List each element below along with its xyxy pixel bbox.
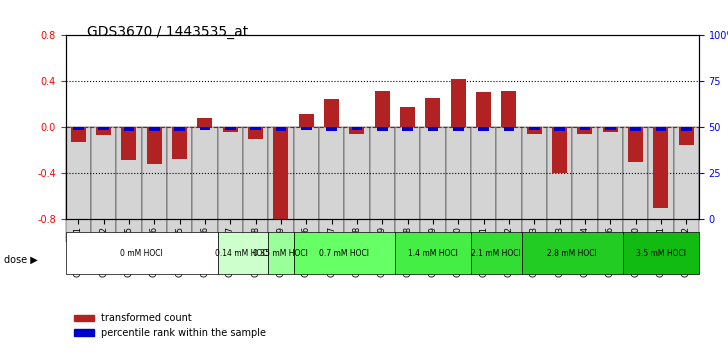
Bar (630, 127, 641, 131)
FancyBboxPatch shape (141, 127, 167, 242)
Bar (451, 79, 466, 127)
Text: 0 mM HOCl: 0 mM HOCl (120, 249, 163, 258)
FancyBboxPatch shape (471, 127, 496, 242)
Bar (273, 127, 288, 219)
Bar (655, 127, 666, 131)
Bar (554, 127, 565, 131)
FancyBboxPatch shape (218, 233, 268, 274)
Bar (275, 127, 286, 131)
Bar (476, 92, 491, 127)
Text: GDS3670 / 1443535_at: GDS3670 / 1443535_at (87, 25, 248, 39)
Bar (352, 127, 363, 130)
Bar (377, 127, 387, 131)
Bar (149, 127, 159, 131)
Text: dose ▶: dose ▶ (4, 255, 37, 265)
Bar (326, 127, 337, 131)
Text: 1.4 mM HOCl: 1.4 mM HOCl (408, 249, 458, 258)
Bar (628, 127, 643, 162)
FancyBboxPatch shape (268, 127, 293, 242)
Bar (504, 127, 514, 131)
FancyBboxPatch shape (66, 127, 91, 242)
Bar (478, 127, 489, 131)
Bar (552, 127, 567, 173)
FancyBboxPatch shape (572, 127, 598, 242)
FancyBboxPatch shape (395, 127, 420, 242)
Bar (225, 127, 236, 130)
FancyBboxPatch shape (218, 127, 243, 242)
Text: 0.35 mM HOCl: 0.35 mM HOCl (253, 249, 308, 258)
Bar (172, 127, 187, 159)
Bar (223, 127, 238, 132)
FancyBboxPatch shape (547, 127, 572, 242)
FancyBboxPatch shape (116, 127, 141, 242)
FancyBboxPatch shape (293, 233, 395, 274)
Text: 0.7 mM HOCl: 0.7 mM HOCl (319, 249, 369, 258)
FancyBboxPatch shape (521, 127, 547, 242)
FancyBboxPatch shape (319, 127, 344, 242)
FancyBboxPatch shape (623, 233, 699, 274)
Bar (603, 127, 618, 132)
Bar (453, 127, 464, 131)
Bar (529, 127, 539, 130)
Bar (400, 107, 415, 127)
FancyBboxPatch shape (370, 127, 395, 242)
Bar (425, 97, 440, 127)
FancyBboxPatch shape (167, 127, 192, 242)
Bar (124, 127, 134, 131)
FancyBboxPatch shape (91, 127, 116, 242)
Bar (71, 127, 86, 142)
Text: 2.1 mM HOCl: 2.1 mM HOCl (471, 249, 521, 258)
FancyBboxPatch shape (598, 127, 623, 242)
FancyBboxPatch shape (420, 127, 446, 242)
Bar (653, 127, 668, 208)
FancyBboxPatch shape (395, 233, 471, 274)
Bar (96, 127, 111, 136)
FancyBboxPatch shape (268, 233, 293, 274)
Text: 0.14 mM HOCl: 0.14 mM HOCl (215, 249, 270, 258)
FancyBboxPatch shape (243, 127, 268, 242)
Bar (579, 127, 590, 130)
Bar (681, 127, 692, 131)
FancyBboxPatch shape (471, 233, 521, 274)
Bar (301, 127, 312, 130)
Legend: transformed count, percentile rank within the sample: transformed count, percentile rank withi… (71, 309, 270, 342)
Bar (174, 127, 185, 131)
FancyBboxPatch shape (623, 127, 648, 242)
FancyBboxPatch shape (673, 127, 699, 242)
FancyBboxPatch shape (66, 233, 218, 274)
Bar (73, 127, 84, 130)
FancyBboxPatch shape (521, 233, 623, 274)
FancyBboxPatch shape (648, 127, 673, 242)
Bar (402, 127, 413, 131)
Bar (122, 127, 136, 160)
Bar (349, 127, 365, 134)
Bar (526, 127, 542, 134)
FancyBboxPatch shape (293, 127, 319, 242)
Bar (577, 127, 593, 134)
FancyBboxPatch shape (192, 127, 218, 242)
FancyBboxPatch shape (446, 127, 471, 242)
FancyBboxPatch shape (344, 127, 370, 242)
Bar (98, 127, 109, 130)
Bar (678, 127, 694, 145)
Bar (502, 91, 516, 127)
Bar (375, 91, 389, 127)
Bar (197, 118, 213, 127)
Bar (605, 127, 616, 130)
Bar (324, 99, 339, 127)
Text: 3.5 mM HOCl: 3.5 mM HOCl (636, 249, 686, 258)
Bar (248, 127, 263, 139)
Bar (427, 127, 438, 131)
Text: 2.8 mM HOCl: 2.8 mM HOCl (547, 249, 597, 258)
Bar (250, 127, 261, 130)
FancyBboxPatch shape (496, 127, 521, 242)
Bar (199, 127, 210, 130)
Bar (146, 127, 162, 164)
Bar (298, 114, 314, 127)
